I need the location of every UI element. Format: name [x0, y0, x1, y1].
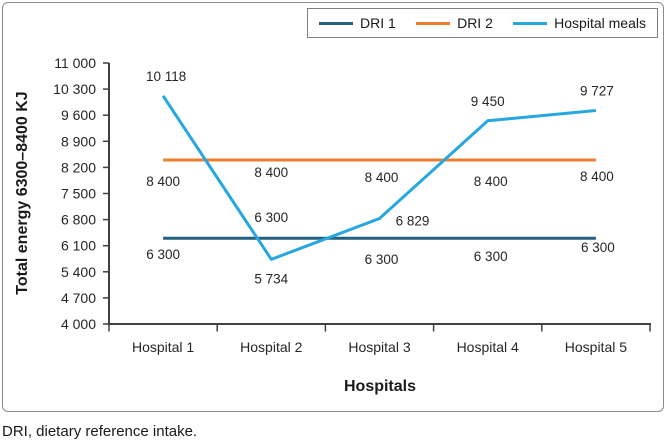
data-label: 6 300 [254, 210, 288, 225]
y-tick-label: 5 400 [61, 264, 96, 280]
data-label: 5 734 [254, 271, 288, 286]
y-tick-label: 8 900 [61, 133, 96, 149]
y-tick-label: 11 000 [54, 55, 96, 71]
y-tick-label: 10 300 [53, 81, 96, 97]
data-label: 6 300 [365, 252, 399, 267]
data-label: 10 118 [146, 69, 186, 84]
axes [108, 63, 651, 332]
x-category-label: Hospital 3 [348, 339, 410, 355]
legend-line-swatch [319, 21, 353, 25]
figure-frame [2, 2, 664, 412]
data-labels: 6 300 6 300 6 300 6 300 6 300 8 400 8 400 8 400… [146, 69, 615, 286]
x-category-label: Hospital 2 [240, 339, 302, 355]
y-axis-ticks: 4 000 4 700 5 400 6 100 6 800 7 500 8 200 8 900… [53, 55, 109, 332]
y-tick-label: 9 600 [61, 107, 96, 123]
series-line-hospital-meals [161, 95, 597, 261]
figure-caption: DRI, dietary reference intake. [2, 423, 198, 440]
data-label: 8 400 [474, 174, 508, 189]
data-label: 6 300 [474, 249, 508, 264]
y-tick-label: 6 800 [61, 212, 96, 228]
data-label: 6 300 [146, 247, 180, 262]
y-tick-label: 7 500 [61, 186, 96, 202]
data-label: 8 400 [146, 174, 180, 189]
x-category-label: Hospital 5 [565, 339, 627, 355]
y-tick-label: 8 200 [61, 159, 96, 175]
series-lines [161, 95, 597, 261]
data-label: 6 300 [581, 240, 615, 255]
data-label: 8 400 [580, 169, 614, 184]
y-tick-label: 4 000 [61, 316, 96, 332]
data-label: 8 400 [254, 165, 288, 180]
x-axis-title: Hospitals [344, 378, 416, 395]
y-tick-label: 4 700 [61, 290, 96, 306]
legend: DRI 1 DRI 2 Hospital meals [307, 8, 658, 38]
x-axis-labels: Hospital 1 Hospital 2 Hospital 3 Hospital 4… [132, 339, 627, 355]
legend-item: DRI 1 [319, 15, 396, 31]
legend-item: DRI 2 [416, 15, 493, 31]
line-chart: 4 000 4 700 5 400 6 100 6 800 7 500 8 200 8 900… [14, 55, 651, 395]
y-tick-label: 6 100 [61, 238, 96, 254]
data-label: 8 400 [365, 170, 399, 185]
data-label: 9 450 [471, 94, 505, 109]
data-label: 6 829 [396, 214, 430, 229]
y-axis-title: Total energy 6300–8400 KJ [14, 91, 31, 294]
x-category-label: Hospital 4 [457, 339, 519, 355]
data-label: 9 727 [580, 83, 614, 98]
legend-item: Hospital meals [513, 15, 646, 31]
legend-line-swatch [513, 21, 548, 25]
legend-line-swatch [416, 21, 451, 25]
x-category-label: Hospital 1 [132, 339, 194, 355]
legend-label: DRI 2 [457, 15, 493, 31]
legend-label: DRI 1 [360, 15, 396, 31]
legend-label: Hospital meals [554, 15, 646, 31]
